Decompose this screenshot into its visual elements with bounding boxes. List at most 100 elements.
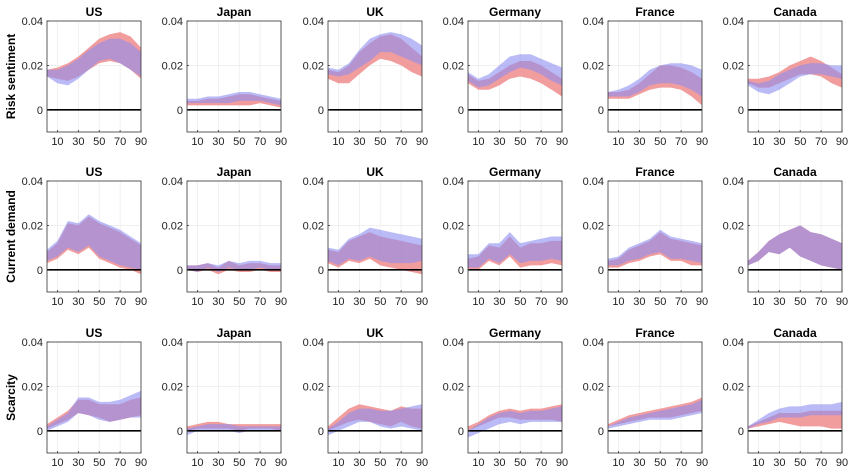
y-tick-label: 0	[598, 426, 604, 438]
panel: Germany 10 30 50 70 90 0 0.02 0.04	[443, 5, 569, 148]
y-tick-label: 0	[37, 105, 43, 117]
x-tick-label: 30	[633, 457, 645, 469]
x-tick-label: 70	[535, 136, 547, 148]
y-tick-label: 0	[738, 265, 744, 277]
panel-title: Japan	[217, 5, 252, 19]
y-tick-label: 0.02	[162, 60, 183, 72]
panel-title: Japan	[217, 165, 252, 179]
panel: Germany 10 30 50 70 90 0 0.02 0.04	[443, 165, 569, 308]
x-tick-label: 10	[612, 136, 624, 148]
panel: Canada 10 30 50 70 90 0 0.02 0.04	[723, 165, 849, 308]
panel-frame	[186, 180, 282, 293]
x-tick-label: 10	[51, 136, 63, 148]
x-tick-label: 50	[794, 457, 806, 469]
blue-band	[748, 225, 842, 270]
blue-band	[468, 406, 562, 438]
blue-band	[608, 399, 702, 429]
x-tick-label: 70	[675, 296, 687, 308]
panel: France 10 30 50 70 90 0 0.02 0.04	[583, 5, 709, 148]
y-tick-label: 0.04	[22, 16, 43, 28]
x-tick-label: 10	[752, 296, 764, 308]
x-tick-label: 70	[815, 296, 827, 308]
x-tick-label: 30	[212, 296, 224, 308]
y-tick-label: 0	[738, 426, 744, 438]
panel: UK 10 30 50 70 90 0 0.02 0.04	[303, 326, 429, 469]
panel-title: Canada	[773, 165, 817, 179]
x-tick-label: 30	[72, 136, 84, 148]
x-tick-label: 50	[794, 296, 806, 308]
y-tick-label: 0.04	[303, 16, 324, 28]
x-tick-label: 90	[416, 136, 428, 148]
panel-frame	[607, 20, 703, 133]
x-tick-label: 50	[514, 136, 526, 148]
row-label: Risk sentiment	[4, 34, 18, 119]
x-tick-label: 70	[675, 136, 687, 148]
x-tick-label: 70	[815, 457, 827, 469]
blue-band	[328, 32, 422, 77]
y-tick-label: 0.04	[162, 176, 183, 188]
x-tick-label: 30	[353, 457, 365, 469]
x-tick-label: 10	[51, 457, 63, 469]
x-tick-label: 10	[612, 457, 624, 469]
y-tick-label: 0.04	[583, 337, 604, 349]
y-tick-label: 0.04	[22, 176, 43, 188]
panel: Canada 10 30 50 70 90 0 0.02 0.04	[723, 326, 849, 469]
panel-title: Germany	[489, 5, 541, 19]
x-tick-label: 90	[135, 296, 147, 308]
y-tick-label: 0.02	[22, 60, 43, 72]
y-tick-label: 0.02	[303, 220, 324, 232]
panel-frame	[327, 341, 423, 454]
panel-title: UK	[366, 5, 384, 19]
y-tick-label: 0	[598, 265, 604, 277]
x-tick-label: 50	[93, 136, 105, 148]
y-tick-label: 0.04	[303, 337, 324, 349]
x-tick-label: 10	[752, 136, 764, 148]
y-tick-label: 0.04	[723, 16, 744, 28]
panel-title: UK	[366, 165, 384, 179]
x-tick-label: 70	[114, 457, 126, 469]
x-tick-label: 30	[72, 296, 84, 308]
x-tick-label: 50	[233, 296, 245, 308]
x-tick-label: 90	[836, 136, 848, 148]
y-tick-label: 0	[738, 105, 744, 117]
x-tick-label: 90	[275, 136, 287, 148]
y-tick-label: 0.04	[162, 337, 183, 349]
y-tick-label: 0.02	[443, 381, 464, 393]
panel: Japan 10 30 50 70 90 0 0.02 0.04	[162, 326, 288, 469]
y-tick-label: 0	[37, 426, 43, 438]
panel-frame	[46, 20, 142, 133]
blue-band	[187, 260, 281, 272]
panel-frame	[186, 341, 282, 454]
panel-background	[608, 342, 702, 453]
x-tick-label: 30	[773, 296, 785, 308]
y-tick-label: 0.04	[303, 176, 324, 188]
y-tick-label: 0	[318, 105, 324, 117]
x-tick-label: 90	[556, 296, 568, 308]
blue-band	[328, 404, 422, 436]
panel: France 10 30 50 70 90 0 0.02 0.04	[583, 326, 709, 469]
x-tick-label: 30	[493, 136, 505, 148]
panel-title: US	[86, 326, 103, 340]
panel-background	[187, 21, 281, 132]
x-tick-label: 10	[752, 457, 764, 469]
x-tick-label: 70	[675, 457, 687, 469]
panel-title: Canada	[773, 5, 817, 19]
x-tick-label: 10	[472, 296, 484, 308]
panel-title: US	[86, 165, 103, 179]
x-tick-label: 10	[191, 136, 203, 148]
x-tick-label: 10	[191, 457, 203, 469]
y-tick-label: 0.02	[723, 60, 744, 72]
x-tick-label: 30	[353, 296, 365, 308]
panel-title: France	[635, 326, 675, 340]
panel: France 10 30 50 70 90 0 0.02 0.04	[583, 165, 709, 308]
panel: Japan 10 30 50 70 90 0 0.02 0.04	[162, 5, 288, 148]
blue-band	[187, 92, 281, 106]
panel-title: Japan	[217, 326, 252, 340]
panel: Germany 10 30 50 70 90 0 0.02 0.04	[443, 326, 569, 469]
panel: Canada 10 30 50 70 90 0 0.02 0.04	[723, 5, 849, 148]
x-tick-label: 10	[612, 296, 624, 308]
x-tick-label: 90	[275, 457, 287, 469]
blue-band	[187, 424, 281, 436]
y-tick-label: 0.04	[723, 337, 744, 349]
